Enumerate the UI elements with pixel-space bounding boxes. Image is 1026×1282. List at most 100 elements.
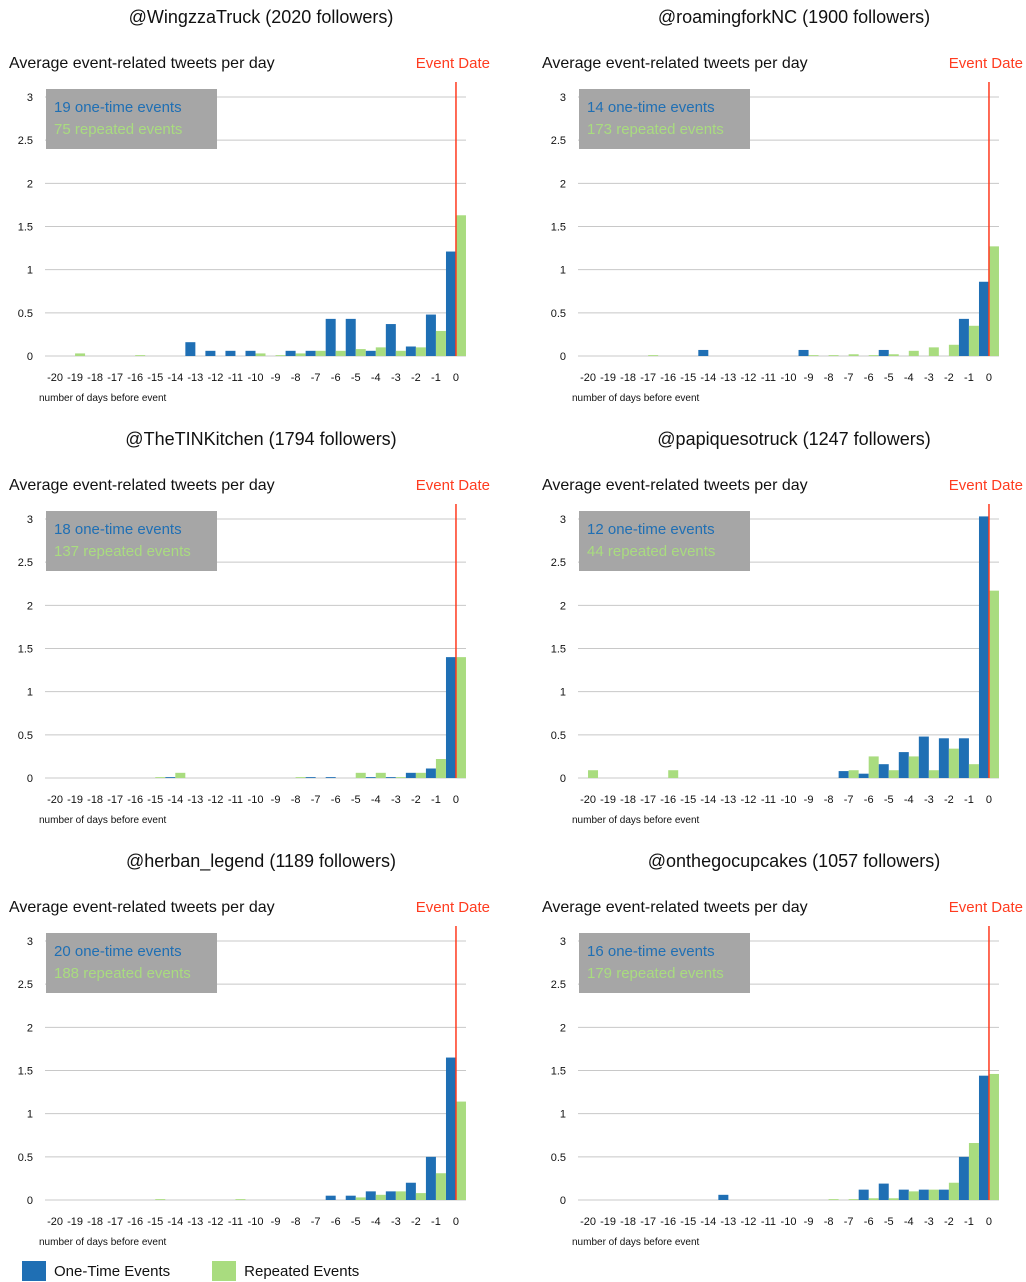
bar-repeated [868,1198,879,1200]
y-tick-label: 2 [560,1022,566,1034]
bar-one-time [978,1075,989,1200]
y-tick-label: 0.5 [551,308,566,320]
x-tick-label: -2 [411,1216,421,1228]
chart-panel: @herban_legend (1189 followers) Average e… [0,844,513,1266]
x-tick-label: -7 [311,372,321,384]
x-tick-label: 0 [986,1216,992,1228]
bar-one-time [938,1189,949,1200]
stats-box [46,511,217,571]
bar-one-time [365,777,376,778]
chart-title: @roamingforkNC (1900 followers) [658,7,930,27]
y-tick-label: 1.5 [551,1066,566,1078]
stats-repeated: 173 repeated events [587,121,724,138]
chart-title: @TheTINKitchen (1794 followers) [125,429,396,449]
x-tick-label: -5 [884,372,894,384]
x-tick-label: 0 [986,372,992,384]
x-tick-label: -16 [127,372,143,384]
y-tick-label: 1 [560,1109,566,1121]
x-axis-title: number of days before event [572,1237,700,1248]
y-tick-label: 0.5 [551,730,566,742]
legend-item-repeated: Repeated Events [212,1261,359,1281]
bar-repeated [928,347,939,356]
x-tick-label: -16 [660,1216,676,1228]
x-tick-label: -13 [187,1216,203,1228]
x-tick-label: -3 [391,794,401,806]
stats-box [579,89,750,149]
x-tick-label: -10 [248,794,264,806]
bar-repeated [948,748,959,778]
legend: One-Time Events Repeated Events [22,1260,401,1282]
x-tick-label: -19 [600,1216,616,1228]
x-tick-label: -10 [248,1216,264,1228]
bar-repeated [848,1199,859,1200]
x-tick-label: -12 [740,794,756,806]
bar-one-time [385,324,396,356]
bar-one-time [878,349,889,356]
x-tick-label: -5 [351,372,361,384]
bar-one-time [405,346,416,356]
stats-one-time: 12 one-time events [587,521,715,538]
legend-swatch-repeated [212,1261,237,1281]
bar-repeated [375,772,386,778]
chart-title: @onthegocupcakes (1057 followers) [648,851,940,871]
bar-repeated [175,772,186,778]
y-axis-title: Average event-related tweets per day [542,55,808,72]
y-tick-label: 3 [27,514,33,526]
x-tick-label: -2 [411,372,421,384]
x-tick-label: -6 [331,372,341,384]
x-tick-label: -15 [680,794,696,806]
bar-repeated [355,772,366,778]
stats-box [46,933,217,993]
bar-one-time [305,777,316,778]
bar-repeated [435,1173,446,1200]
x-tick-label: -11 [761,372,776,384]
chart-svg: @roamingforkNC (1900 followers) Average e… [542,7,1023,404]
bar-repeated [988,590,999,778]
x-tick-label: -6 [331,794,341,806]
bar-repeated [848,354,859,356]
x-tick-label: -13 [720,794,736,806]
x-tick-label: -4 [904,794,914,806]
event-date-label: Event Date [416,477,490,494]
x-tick-label: -13 [187,372,203,384]
x-tick-label: -20 [580,372,596,384]
x-tick-label: -8 [824,372,834,384]
bar-one-time [165,777,176,778]
bar-one-time [898,1189,909,1200]
bar-one-time [918,1189,929,1200]
x-tick-label: -9 [804,794,814,806]
bar-repeated [395,1191,406,1200]
y-tick-label: 3 [27,936,33,948]
x-tick-label: -14 [167,372,183,384]
x-tick-label: -4 [904,1216,914,1228]
y-tick-label: 0 [560,773,566,785]
y-tick-label: 2.5 [18,135,33,147]
x-tick-label: -12 [740,372,756,384]
bar-one-time [305,350,316,356]
x-tick-label: -4 [371,372,381,384]
x-tick-label: -12 [207,1216,223,1228]
legend-label-repeated: Repeated Events [244,1262,360,1280]
y-axis-title: Average event-related tweets per day [542,899,808,916]
chart-panel: @papiquesotruck (1247 followers) Average … [533,422,1026,844]
x-tick-label: -15 [147,372,163,384]
bar-one-time [958,318,969,356]
bar-repeated [75,353,86,356]
x-tick-label: 0 [453,1216,459,1228]
y-tick-label: 0 [27,773,33,785]
bar-one-time [325,1195,336,1200]
x-tick-label: -14 [167,794,183,806]
x-tick-label: -13 [187,794,203,806]
x-axis-title: number of days before event [572,393,700,404]
bar-repeated [968,1143,979,1200]
event-date-label: Event Date [416,899,490,916]
event-date-label: Event Date [949,477,1023,494]
y-tick-label: 1 [560,687,566,699]
legend-swatch-one-time [22,1261,46,1281]
x-tick-label: -3 [391,372,401,384]
y-tick-label: 1.5 [551,222,566,234]
x-tick-label: -11 [228,1216,243,1228]
bar-one-time [698,349,709,356]
x-tick-label: -1 [964,1216,974,1228]
x-tick-label: -2 [944,1216,954,1228]
